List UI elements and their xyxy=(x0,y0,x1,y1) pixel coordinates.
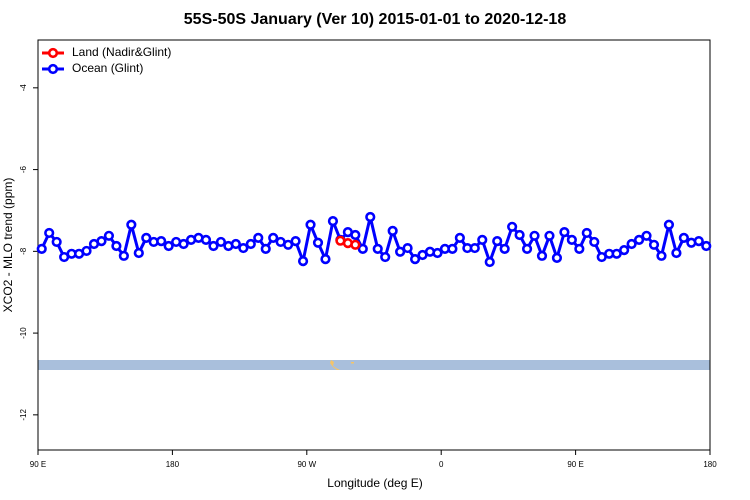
data-point xyxy=(118,250,129,261)
data-point xyxy=(111,240,122,252)
data-point xyxy=(633,234,645,245)
y-tick-label: -6 xyxy=(19,165,28,173)
data-point xyxy=(253,232,264,243)
data-point xyxy=(200,234,212,245)
data-point xyxy=(648,239,660,250)
data-point xyxy=(641,230,652,241)
x-axis-label: Longitude (deg E) xyxy=(327,476,422,490)
x-tick-label: 90 W xyxy=(297,460,316,469)
y-axis-label: XCO2 - MLO trend (ppm) xyxy=(1,178,15,313)
data-point xyxy=(477,234,488,245)
x-tick-label: 90 E xyxy=(567,460,583,469)
x-tick-label: 180 xyxy=(166,460,180,469)
data-point xyxy=(619,245,630,256)
data-point xyxy=(387,225,398,236)
data-point xyxy=(395,246,406,257)
data-point xyxy=(178,238,189,250)
data-point xyxy=(499,243,510,254)
data-point xyxy=(559,227,570,238)
chart-title: 55S-50S January (Ver 10) 2015-01-01 to 2… xyxy=(184,11,567,28)
data-point xyxy=(402,242,413,254)
data-point xyxy=(283,239,294,250)
data-point xyxy=(290,236,301,247)
y-tick-label: -10 xyxy=(19,327,28,339)
data-point xyxy=(208,240,219,252)
data-point xyxy=(365,211,376,223)
data-point xyxy=(81,245,92,257)
data-point xyxy=(484,256,495,268)
data-point xyxy=(260,243,271,254)
data-point xyxy=(305,219,316,230)
data-point xyxy=(51,236,62,248)
data-point xyxy=(350,239,361,250)
data-point xyxy=(693,236,704,247)
legend-marker xyxy=(47,63,59,75)
legend-label: Ocean (Glint) xyxy=(72,61,143,75)
data-point xyxy=(372,243,383,254)
data-point xyxy=(215,236,227,248)
data-point xyxy=(507,221,518,232)
map-strip xyxy=(38,360,710,370)
data-point xyxy=(447,243,458,254)
x-tick-label: 90 E xyxy=(30,460,46,469)
x-tick-label: 180 xyxy=(703,460,717,469)
data-point xyxy=(36,243,47,254)
data-point xyxy=(380,251,391,263)
data-point xyxy=(357,243,368,254)
data-point xyxy=(521,243,533,254)
data-point xyxy=(551,252,563,263)
data-point xyxy=(133,247,144,259)
data-point xyxy=(312,237,324,248)
data-point xyxy=(544,230,555,241)
data-point xyxy=(589,236,600,248)
data-point xyxy=(230,238,241,250)
data-point xyxy=(268,232,279,243)
data-point xyxy=(320,254,331,265)
data-point xyxy=(566,234,577,245)
data-point xyxy=(626,238,637,250)
data-point xyxy=(469,242,480,254)
data-point xyxy=(409,254,421,265)
data-point xyxy=(671,247,682,259)
data-point xyxy=(245,238,256,250)
data-point xyxy=(126,219,137,230)
data-point xyxy=(327,215,339,227)
data-point xyxy=(103,230,115,241)
data-point xyxy=(611,248,622,259)
data-point xyxy=(163,240,174,252)
data-point xyxy=(141,232,152,243)
legend-label: Land (Nadir&Glint) xyxy=(72,45,171,59)
plot-frame xyxy=(37,39,711,451)
x-tick-label: 0 xyxy=(439,460,444,469)
map-land xyxy=(330,360,340,370)
map-land xyxy=(351,362,354,364)
data-point xyxy=(238,242,249,254)
data-point xyxy=(663,219,675,230)
data-point xyxy=(454,232,465,243)
legend-marker xyxy=(47,47,59,59)
data-point xyxy=(96,236,107,247)
data-point xyxy=(350,229,361,241)
y-tick-label: -8 xyxy=(19,247,28,255)
data-point xyxy=(529,230,540,241)
data-point xyxy=(432,247,443,259)
data-point xyxy=(44,227,55,239)
data-point xyxy=(536,250,548,261)
y-tick-label: -4 xyxy=(19,84,28,92)
data-point xyxy=(701,240,712,252)
data-point xyxy=(656,250,667,261)
data-point xyxy=(156,236,167,247)
data-point xyxy=(574,243,585,254)
data-point xyxy=(297,256,309,267)
data-point xyxy=(581,227,592,239)
data-point xyxy=(678,232,689,243)
y-tick-label: -12 xyxy=(19,409,28,421)
data-point xyxy=(514,229,525,241)
data-point xyxy=(492,236,503,247)
